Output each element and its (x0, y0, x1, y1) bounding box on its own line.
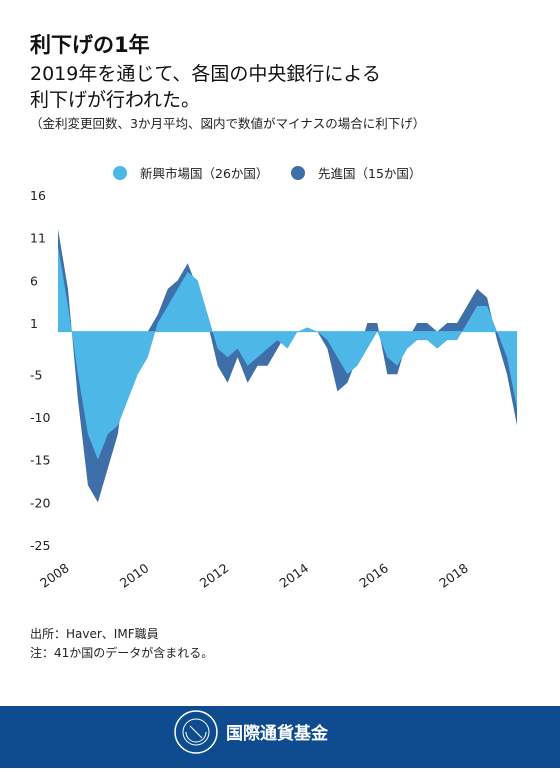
source: 出所：Haver、IMF職員 (30, 627, 159, 641)
y-tick-label: 11 (30, 231, 46, 246)
y-tick-label: -15 (30, 453, 50, 468)
y-tick-label: 6 (30, 273, 38, 288)
y-tick-label: 16 (30, 188, 46, 203)
y-tick-label: -20 (30, 495, 50, 510)
logo (174, 710, 218, 754)
x-tick-label: 2008 (37, 560, 72, 591)
y-tick-label: -10 (30, 410, 50, 425)
y-tick-label: 1 (30, 316, 38, 331)
area (58, 246, 517, 460)
y-tick-label: -5 (30, 367, 42, 382)
x-tick-label: 2012 (197, 560, 232, 591)
footer-band (0, 706, 560, 768)
x-tick-label: 2018 (436, 560, 471, 591)
footnote: 注：41か国のデータが含まれる。 (30, 645, 213, 660)
chart-title: 利下げの1年 (30, 33, 150, 57)
x-tick-label: 2010 (117, 560, 152, 591)
note: （金利変更回数、3か月平均、図内で数値がマイナスの場合に利下げ） (30, 116, 425, 131)
legend-label: 先進国（15か国） (318, 166, 421, 181)
legend-swatch (291, 166, 305, 180)
legend-swatch (113, 166, 127, 180)
x-tick-label: 2014 (277, 560, 312, 591)
x-tick-label: 2016 (356, 560, 391, 591)
subtitle: 利下げが行われた。 (30, 89, 200, 111)
y-tick-label: -25 (30, 538, 50, 553)
footer-text: 国際通貨基金 (226, 723, 329, 744)
legend-label: 新興市場国（26か国） (140, 166, 268, 181)
subtitle: 2019年を通じて、各国の中央銀行による (30, 63, 381, 85)
